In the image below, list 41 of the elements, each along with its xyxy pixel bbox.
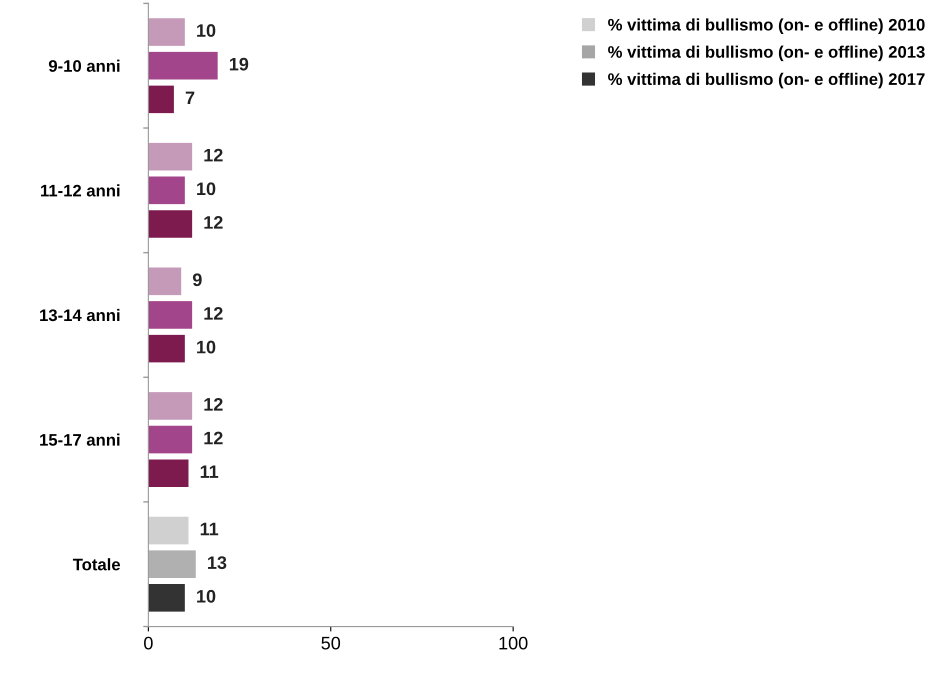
bar: [148, 142, 192, 170]
x-tick-label: 50: [321, 636, 340, 650]
bar: [148, 52, 218, 80]
y-tick-label: 9-10 anni: [48, 60, 120, 72]
bar: [148, 210, 192, 238]
x-tick-label: 0: [144, 636, 153, 650]
bar: [148, 334, 185, 362]
data-label: 9: [192, 273, 202, 286]
y-tick-label: 13-14 anni: [40, 308, 120, 322]
data-label: 12: [204, 398, 223, 411]
bar: [148, 550, 196, 578]
bar: [148, 268, 182, 296]
x-tick-label: 100: [499, 636, 528, 650]
bar: [148, 584, 185, 612]
bar: [148, 516, 188, 544]
data-label: 12: [204, 307, 223, 320]
data-label: 10: [197, 340, 216, 354]
data-label: 10: [197, 182, 216, 196]
data-label: 13: [208, 556, 226, 570]
bar: [148, 392, 192, 420]
bar: [148, 86, 174, 114]
bar: [148, 426, 192, 454]
data-label: 12: [204, 148, 223, 162]
data-label: 12: [204, 216, 223, 229]
bar: [148, 176, 185, 204]
legend-label: % vittima di bullismo (on- e offline) 2013: [608, 46, 925, 62]
bar: [148, 301, 192, 329]
y-tick-label: Totale: [72, 558, 120, 570]
data-label: 10: [197, 590, 216, 603]
bar: [148, 459, 188, 488]
data-label: 7: [186, 92, 194, 104]
data-label: 10: [197, 24, 216, 37]
data-label: 11: [200, 522, 218, 536]
data-label: 12: [204, 432, 223, 444]
data-label: 11: [200, 465, 218, 478]
legend-label: % vittima di bullismo (on- e offline) 2010: [608, 18, 925, 34]
legend-label: % vittima di bullismo (on- e offline) 2017: [608, 72, 925, 88]
y-tick-label: 15-17 anni: [40, 434, 120, 446]
bar: [148, 18, 185, 46]
y-tick-label: 11-12 anni: [41, 184, 120, 197]
data-label: 19: [230, 58, 248, 71]
